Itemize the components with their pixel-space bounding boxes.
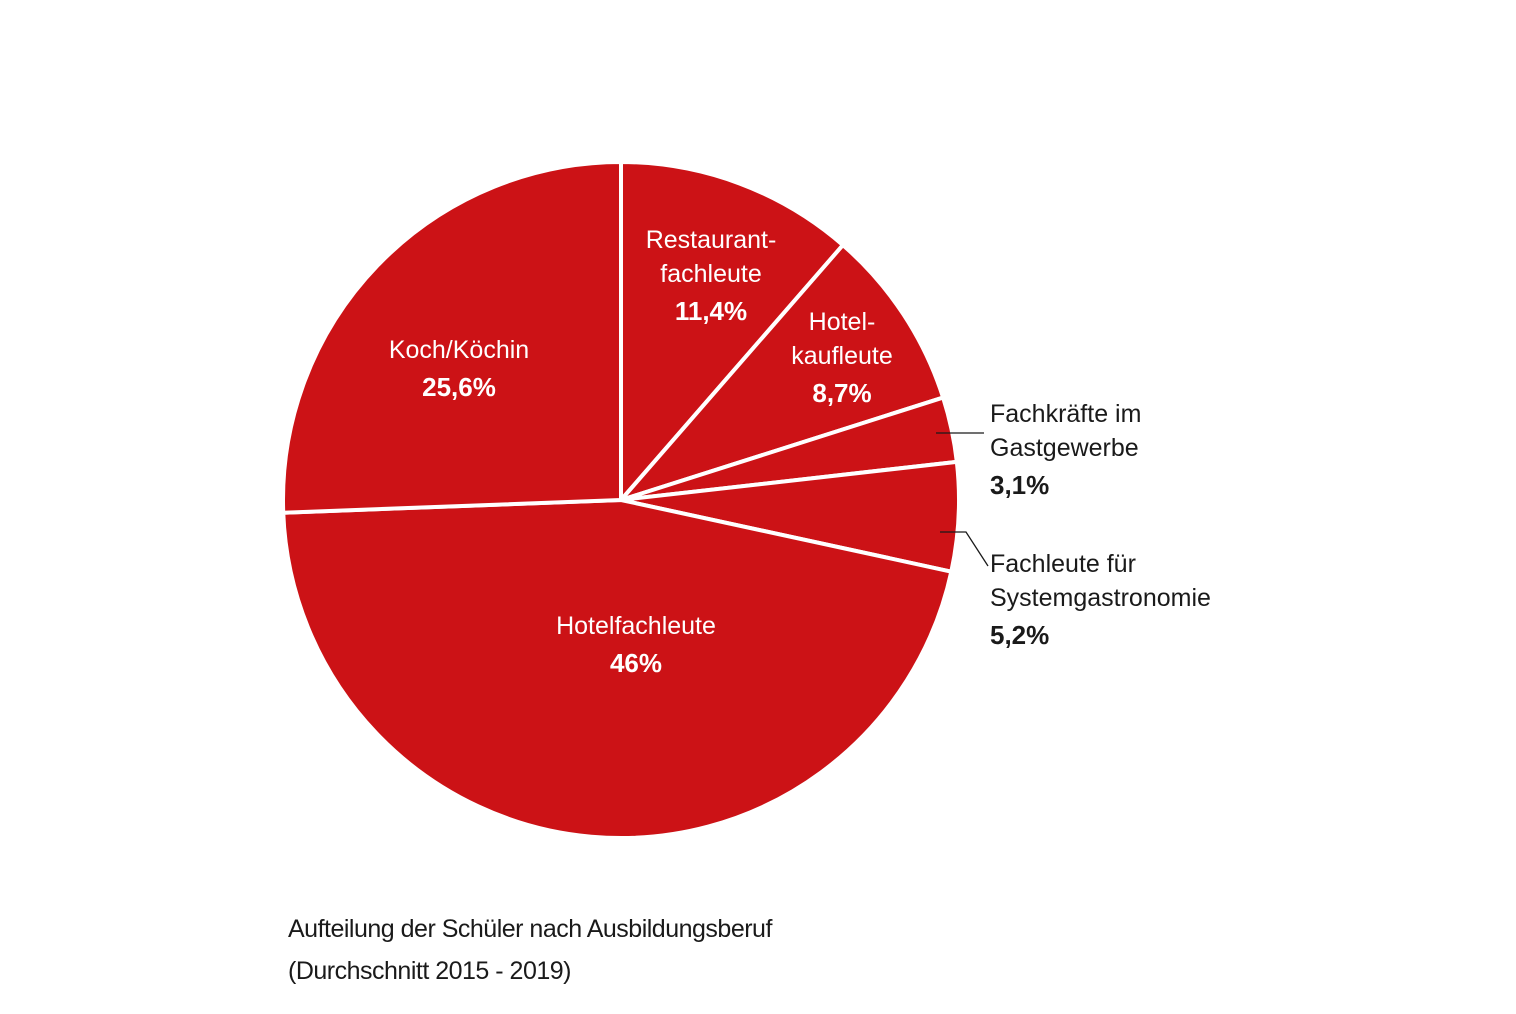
chart-caption: Aufteilung der Schüler nach Ausbildungsb… <box>288 908 772 992</box>
slice-label-hotelkaufleute: Hotel- <box>809 308 876 336</box>
slice-label-fachkraefte-im-gastgewerbe: Gastgewerbe <box>990 434 1139 462</box>
slice-label-hotelfachleute: Hotelfachleute <box>556 612 716 640</box>
slice-value-koch-koechin: 25,6% <box>422 372 496 402</box>
caption-line-1: Aufteilung der Schüler nach Ausbildungsb… <box>288 915 772 943</box>
pie-slices <box>281 160 961 841</box>
slice-label-fachleute-fuer-systemgastronomie: Fachleute für <box>990 550 1136 578</box>
leader-line <box>940 531 989 567</box>
pie-labels: Hotelfachleute 46% Koch/Köchin 25,6% Restaur… <box>389 226 1211 678</box>
caption-line-2: (Durchschnitt 2015 - 2019) <box>288 957 571 985</box>
slice-value-hotelkaufleute: 8,7% <box>812 378 871 408</box>
slice-value-fachleute-fuer-systemgastronomie: 5,2% <box>990 620 1049 650</box>
slice-value-fachkraefte-im-gastgewerbe: 3,1% <box>990 470 1049 500</box>
pie-slice-restaurantfachleute <box>619 160 845 502</box>
slice-label-fachleute-fuer-systemgastronomie: Systemgastronomie <box>990 584 1211 612</box>
pie-slice-hotelfachleute <box>281 498 954 841</box>
slice-label-restaurantfachleute: Restaurant- <box>646 226 777 254</box>
pie-slice-koch-koechin <box>281 160 623 515</box>
slice-value-hotelfachleute: 46% <box>610 648 662 678</box>
slice-value-restaurantfachleute: 11,4% <box>675 296 747 326</box>
pie-slice-hotelkaufleute <box>619 243 946 502</box>
slice-label-hotelkaufleute: kaufleute <box>791 342 892 370</box>
slice-label-restaurantfachleute: fachleute <box>660 260 761 288</box>
slice-label-koch-koechin: Koch/Köchin <box>389 336 529 364</box>
slice-label-fachkraefte-im-gastgewerbe: Fachkräfte im <box>990 400 1141 428</box>
